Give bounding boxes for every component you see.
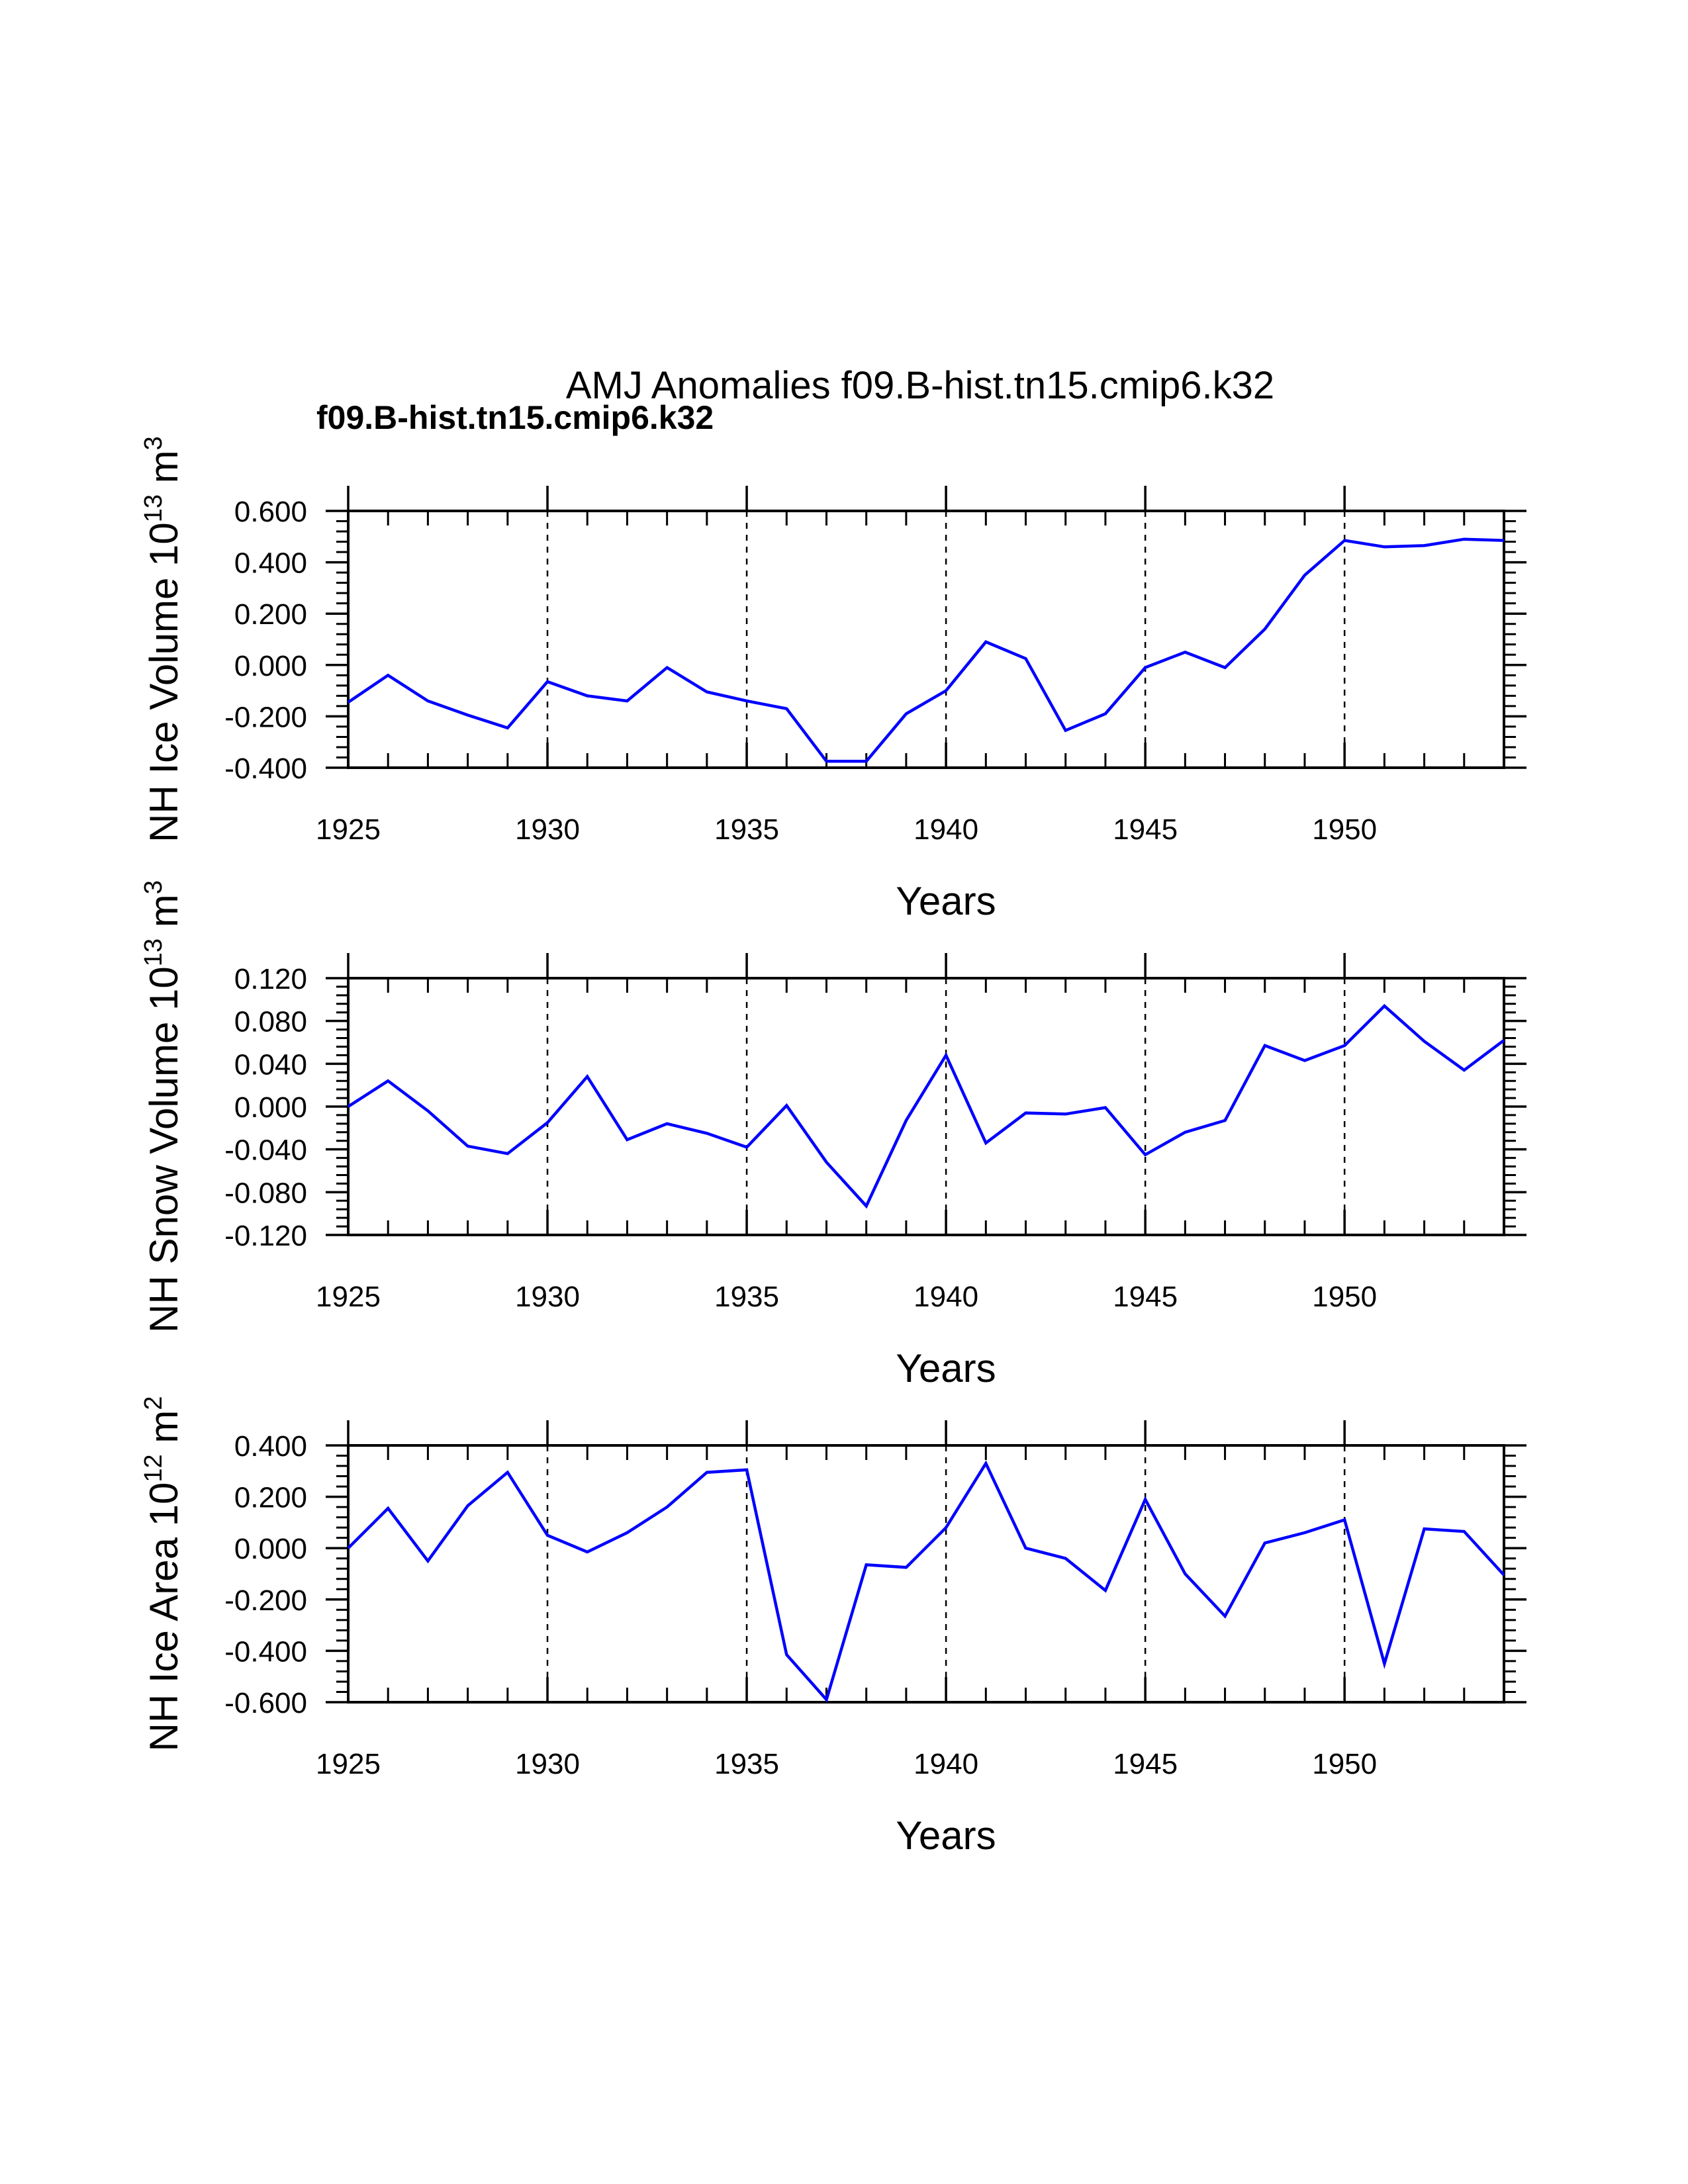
ice-volume-xtick-label: 1945 [1113,813,1178,846]
ice-volume-plot-frame [347,510,1505,769]
snow-volume-ytick-label: 0.040 [234,1048,307,1081]
ice-volume-ytick-label: -0.200 [224,701,307,733]
snow-volume-xtick-label: 1950 [1312,1281,1377,1313]
snow-volume-xtick-label: 1925 [316,1281,381,1313]
ice-area-xtick-label: 1930 [515,1748,580,1780]
ice-area-ytick-label: -0.600 [224,1687,307,1719]
chart-title: AMJ Anomalies f09.B-hist.tn15.cmip6.k32 [566,364,1274,407]
ice-volume-panel: 1925 1930 1935 1940 1945 1950 0.600 0.400 0.200 0… [140,436,1526,923]
ice-volume-xlabel: Years [896,879,996,923]
snow-volume-xtick-label: 1945 [1113,1281,1178,1313]
ice-area-xtick-label: 1940 [914,1748,978,1780]
ice-volume-ytick-label: 0.400 [234,547,307,580]
ice-volume-xtick-label: 1950 [1312,813,1377,846]
ice-volume-ytick-label: 0.200 [234,598,307,631]
snow-volume-xlabel: Years [896,1346,996,1390]
snow-volume-ytick-label: 0.120 [234,963,307,995]
ice-volume-xtick-label: 1925 [316,813,381,846]
ice-area-xtick-label: 1925 [316,1748,381,1780]
chart-subtitle: f09.B-hist.tn15.cmip6.k32 [316,399,714,436]
ice-area-xtick-label: 1935 [714,1748,779,1780]
snow-volume-xtick-label: 1940 [914,1281,978,1313]
snow-volume-panel: 1925 1930 1935 1940 1945 1950 0.120 0.080 0.040 0… [140,880,1526,1390]
ice-volume-series-line [347,537,1505,763]
ice-area-ytick-label: 0.400 [234,1430,307,1463]
snow-volume-ytick-label: 0.000 [234,1091,307,1124]
ice-area-xtick-label: 1945 [1113,1748,1178,1780]
ice-area-plot-frame [347,1444,1505,1704]
ice-area-ytick-label: 0.200 [234,1482,307,1514]
ice-area-ytick-label: -0.400 [224,1635,307,1668]
ice-volume-ytick-label: 0.000 [234,650,307,682]
ice-area-xtick-label: 1950 [1312,1748,1377,1780]
snow-volume-ytick-label: 0.080 [234,1006,307,1038]
snow-volume-xtick-label: 1935 [714,1281,779,1313]
snow-volume-ytick-label: -0.040 [224,1134,307,1167]
snow-volume-ytick-label: -0.080 [224,1177,307,1209]
snow-volume-xtick-label: 1930 [515,1281,580,1313]
ice-area-ylabel: NH Ice Area 1012 m2 [140,1396,186,1752]
ice-area-series-line [347,1460,1505,1703]
ice-area-ytick-label: 0.000 [234,1533,307,1565]
snow-volume-plot-frame [347,977,1505,1236]
ice-volume-ylabel: NH Ice Volume 1013 m3 [140,436,186,842]
snow-volume-ylabel: NH Snow Volume 1013 m3 [140,880,186,1333]
ice-volume-xtick-label: 1940 [914,813,978,846]
ice-area-panel: 1925 1930 1935 1940 1945 1950 0.400 0.200 0.000 -… [140,1396,1526,1858]
ice-volume-ytick-label: -0.400 [224,752,307,785]
snow-volume-series-line [347,1003,1505,1209]
ice-area-ytick-label: -0.200 [224,1584,307,1617]
ice-volume-ytick-label: 0.600 [234,496,307,528]
ice-area-xlabel: Years [896,1813,996,1858]
ice-volume-xtick-label: 1930 [515,813,580,846]
ice-volume-xtick-label: 1935 [714,813,779,846]
snow-volume-ytick-label: -0.120 [224,1220,307,1252]
